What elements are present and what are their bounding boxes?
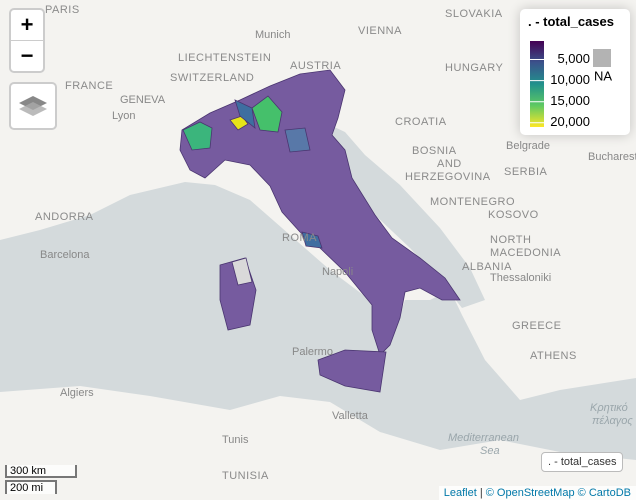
region-mid xyxy=(234,99,256,129)
layer-toggle[interactable]: . - total_cases xyxy=(541,452,624,472)
sea-label: πέλαγος xyxy=(592,415,633,427)
place-label: AUSTRIA xyxy=(290,60,341,72)
place-label: SERBIA xyxy=(504,166,548,178)
place-label: GREECE xyxy=(512,320,561,332)
place-label: Bucharest xyxy=(588,151,636,163)
place-label: VIENNA xyxy=(358,25,402,37)
place-label: Napoli xyxy=(322,266,353,278)
attribution-link[interactable]: Leaflet xyxy=(443,487,477,499)
sea xyxy=(0,182,636,460)
na-label: NA xyxy=(594,68,612,83)
region-mid xyxy=(284,127,311,153)
zoom-in[interactable]: + xyxy=(11,10,43,41)
place-label: ALBANIA xyxy=(462,261,512,273)
attribution-link[interactable]: © OpenStreetMap xyxy=(485,487,575,499)
region-mid xyxy=(301,231,323,249)
scale-km: 300 km xyxy=(5,465,77,478)
region-max xyxy=(229,115,249,131)
place-label: Tunis xyxy=(222,434,249,446)
place-label: HERZEGOVINA xyxy=(405,171,491,183)
sea-label: Sea xyxy=(480,445,500,457)
place-label: Lyon xyxy=(112,110,135,122)
colorbar: NA 5,000 10,000 15,000 20,000 xyxy=(530,41,612,129)
place-label: Valletta xyxy=(332,410,369,422)
italy xyxy=(179,69,461,356)
region-high xyxy=(251,95,283,133)
place-label: MONTENEGRO xyxy=(430,196,515,208)
place-label: CROATIA xyxy=(395,116,447,128)
place-label: ROMA xyxy=(282,232,317,244)
legend-tick-label: 15,000 xyxy=(550,93,590,108)
colorbar-gradient xyxy=(530,41,544,127)
place-label: KOSOVO xyxy=(488,209,539,221)
legend-tick-label: 10,000 xyxy=(550,72,590,87)
legend-tick-label: 5,000 xyxy=(557,51,590,66)
na-swatch xyxy=(593,49,611,67)
adriatic xyxy=(330,125,485,308)
place-label: SWITZERLAND xyxy=(170,72,254,84)
place-label: PARIS xyxy=(45,4,80,16)
place-label: Barcelona xyxy=(40,249,90,261)
sea-label: Κρητικό xyxy=(590,402,628,414)
legend-tick-label: 20,000 xyxy=(550,114,590,129)
place-label: Thessaloniki xyxy=(490,272,551,284)
place-label: GENEVA xyxy=(120,94,166,106)
place-label: Palermo xyxy=(292,346,333,358)
scale-mi: 200 mi xyxy=(5,480,57,494)
place-label: SLOVAKIA xyxy=(445,8,503,20)
place-label: FRANCE xyxy=(65,80,113,92)
legend: . - total_cases NA 5,000 10,000 15,000 20,0… xyxy=(520,9,630,135)
place-label: ANDORRA xyxy=(35,211,94,223)
sardinia-na xyxy=(231,257,253,286)
place-label: TUNISIA xyxy=(222,470,269,482)
region-high xyxy=(182,121,213,151)
layers-button[interactable] xyxy=(9,82,57,130)
sicily xyxy=(317,349,387,393)
place-label: ATHENS xyxy=(530,350,577,362)
zoom-control: + − xyxy=(9,8,45,73)
place-label: Algiers xyxy=(60,387,94,399)
place-label: Munich xyxy=(255,29,290,41)
place-label: BOSNIA xyxy=(412,145,457,157)
layers-icon xyxy=(19,96,47,116)
place-label: LIECHTENSTEIN xyxy=(178,52,271,64)
place-label: NORTH xyxy=(490,234,531,246)
legend-title: . - total_cases xyxy=(528,14,614,29)
place-label: Belgrade xyxy=(506,140,550,152)
place-label: HUNGARY xyxy=(445,62,503,74)
attribution: Leaflet | © OpenStreetMap © CartoDB xyxy=(438,486,636,500)
sea-label: Mediterranean xyxy=(448,432,519,444)
place-label: MACEDONIA xyxy=(490,247,561,259)
zoom-out[interactable]: − xyxy=(20,43,34,68)
attribution-link[interactable]: © CartoDB xyxy=(577,487,631,499)
place-label: AND xyxy=(437,158,462,170)
attribution-sep: | xyxy=(479,487,483,499)
